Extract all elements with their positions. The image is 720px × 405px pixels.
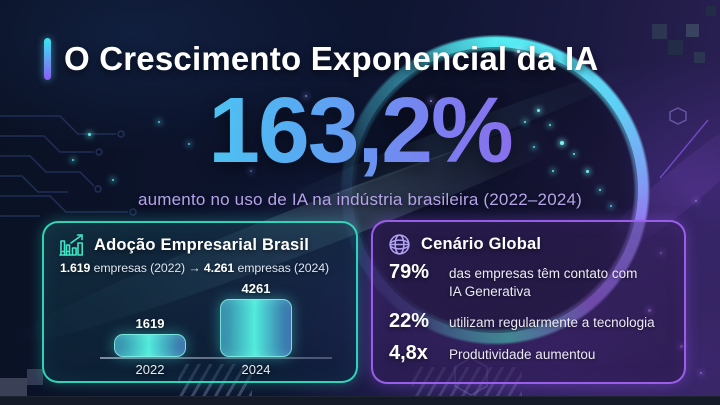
pixel-square	[27, 369, 43, 385]
sparkle-dot	[250, 170, 252, 172]
pixel-square	[694, 52, 705, 63]
sparkle-dot	[549, 124, 551, 126]
hexagon-decoration	[454, 357, 488, 396]
bar-value-label: 4261	[241, 281, 271, 296]
x-tick-2024: 2024	[241, 362, 271, 377]
bar-value-label: 1619	[135, 316, 165, 331]
sparkle-dot	[72, 159, 74, 161]
sparkle-dot	[586, 170, 589, 173]
sparkle-dot	[648, 309, 651, 312]
summary-text: empresas (2022) →	[90, 261, 204, 275]
globe-icon	[389, 234, 410, 255]
bar-group-2022: 1619	[110, 316, 190, 357]
sparkle-dot	[695, 200, 697, 202]
sparkle-dot	[599, 189, 601, 191]
sparkle-dot	[610, 205, 612, 207]
stat-description: das empresas têm contato com IA Generati…	[449, 266, 638, 299]
hatch-lines-decoration	[412, 367, 522, 401]
bar-group-2024: 4261	[216, 281, 296, 357]
sparkle-dot	[573, 153, 575, 155]
sparkle-dot	[430, 100, 432, 102]
brazil-card-title: Adoção Empresarial Brasil	[94, 236, 310, 254]
summary-text: empresas (2024)	[234, 261, 329, 275]
global-scenario-card: Cenário Global 79% das empresas têm cont…	[371, 220, 686, 384]
global-card-title: Cenário Global	[421, 235, 542, 253]
sparkle-dot	[88, 133, 91, 136]
hero-subtitle: aumento no uso de IA na indústria brasil…	[137, 190, 583, 209]
stat-description: Produtividade aumentou	[449, 347, 596, 363]
stat-row-productivity: 4,8x Produtividade aumentou	[389, 343, 674, 364]
diagonal-line-hexagon-decoration	[659, 107, 709, 179]
global-stats-list: 79% das empresas têm contato com IA Gene…	[389, 262, 674, 375]
stat-value: 4,8x	[389, 342, 428, 365]
sparkle-dot	[524, 121, 526, 123]
stat-value: 79%	[389, 261, 430, 283]
pixel-square	[706, 6, 716, 16]
sparkle-dot	[158, 121, 160, 123]
sparkle-dot	[680, 345, 683, 348]
stat-row-regular-use: 22% utilizam regularmente a tecnologia	[389, 311, 674, 332]
sparkle-dot	[305, 95, 307, 97]
value-2022: 1.619	[60, 261, 91, 275]
sparkle-dot	[112, 179, 114, 181]
header: O Crescimento Exponencial da IA	[44, 38, 598, 80]
title-accent-bar	[44, 38, 51, 80]
factory-growth-icon	[59, 234, 83, 256]
sparkle-dot	[560, 141, 564, 145]
brazil-summary-line: 1.619 empresas (2022) → 4.261 empresas (…	[60, 261, 329, 275]
circuit-traces-decoration	[0, 115, 137, 217]
pixel-square	[652, 24, 667, 39]
glow-ring-inner-shade	[352, 47, 638, 333]
sparkle-dot	[533, 146, 535, 148]
stat-row-contact: 79% das empresas têm contato com IA Gene…	[389, 262, 674, 300]
stat-value: 22%	[389, 310, 430, 333]
sparkle-dot	[552, 170, 554, 172]
bottom-edge-strip	[0, 396, 720, 405]
stat-description: utilizam regularmente a tecnologia	[449, 315, 655, 331]
sparkle-dot	[537, 109, 540, 112]
global-card-header: Cenário Global	[387, 232, 541, 257]
pixel-square	[668, 40, 683, 55]
sparkle-dot	[700, 372, 702, 374]
pixel-square	[686, 24, 699, 37]
sparkle-dot	[188, 143, 190, 145]
bar-2024	[220, 299, 292, 357]
page-title: O Crescimento Exponencial da IA	[64, 40, 599, 77]
sparkle-dot	[517, 50, 520, 53]
bar-2022	[114, 334, 186, 357]
brazil-adoption-card: Adoção Empresarial Brasil 1.619 empresas…	[42, 221, 358, 383]
brazil-card-header: Adoção Empresarial Brasil	[58, 233, 309, 258]
hero-percentage: 163,2%	[0, 84, 720, 177]
bar-chart: 1619 4261 2022 2024	[58, 281, 342, 377]
chart-axis-line	[100, 357, 332, 359]
sparkle-dot	[660, 252, 662, 254]
x-tick-2022: 2022	[135, 362, 165, 377]
value-2024: 4.261	[203, 261, 235, 275]
